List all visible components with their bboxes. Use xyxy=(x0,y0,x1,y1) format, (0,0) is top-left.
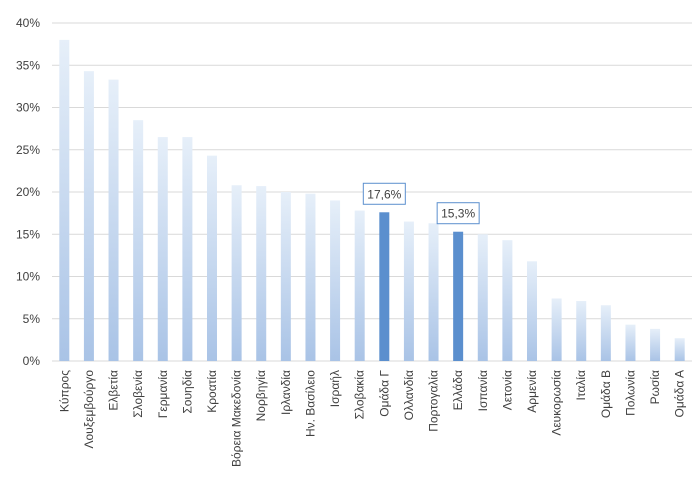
x-tick-label: Πολωνία xyxy=(623,370,637,416)
x-tick-label: Ολλανδία xyxy=(402,370,416,420)
x-tick-label: Λουξεμβούργο xyxy=(82,370,96,449)
bar xyxy=(600,305,611,361)
x-tick-label: Λετονία xyxy=(500,370,514,410)
x-tick-label: Ισραήλ xyxy=(328,370,342,407)
data-label-box xyxy=(436,202,480,225)
x-axis-ticks: Κύπρος Λουξεμβούργο Ελβετία Σλοβενία Γερμανί… xyxy=(57,370,686,467)
bar xyxy=(256,186,267,361)
x-tick-label: Ελλάδα xyxy=(451,370,465,410)
x-tick-label: Κροατία xyxy=(205,370,219,413)
bar xyxy=(625,324,636,361)
data-label-box xyxy=(362,182,406,205)
bar xyxy=(207,155,217,361)
x-tick-label: Ιρλανδία xyxy=(279,370,293,415)
y-tick-label: 35% xyxy=(16,58,40,72)
x-tick-label: Σλοβακία xyxy=(353,370,367,419)
bar xyxy=(157,137,168,361)
y-tick-label: 15% xyxy=(16,227,40,241)
bar xyxy=(354,210,365,361)
bar xyxy=(379,212,390,361)
bar xyxy=(551,298,562,361)
y-tick-label: 30% xyxy=(16,101,40,115)
x-tick-label: Ομάδα Γ xyxy=(377,370,391,417)
bar xyxy=(650,328,661,361)
bar xyxy=(305,193,316,361)
bar xyxy=(231,185,242,361)
bar xyxy=(502,240,513,361)
y-tick-label: 10% xyxy=(16,270,40,284)
bar xyxy=(133,120,144,361)
x-tick-label: Βόρεια Μακεδονία xyxy=(230,370,244,467)
bar xyxy=(182,137,193,361)
x-tick-label: Γερμανία xyxy=(156,370,170,418)
bar xyxy=(674,338,685,361)
x-tick-label: Ομάδα Β xyxy=(599,370,613,418)
x-tick-label: Σλοβενία xyxy=(131,370,145,418)
x-tick-label: Ιταλία xyxy=(574,370,588,401)
bar xyxy=(83,71,94,361)
x-tick-label: Ρωσία xyxy=(648,370,662,404)
x-tick-label: Νορβηγία xyxy=(254,370,268,421)
bars xyxy=(59,39,685,362)
x-tick-label: Ελβετία xyxy=(107,370,121,411)
x-tick-label: Ισπανία xyxy=(476,370,490,411)
bar xyxy=(108,79,119,362)
y-axis-ticks: 0% 5% 10% 15% 20% 25% 30% 35% 40% xyxy=(16,16,40,368)
y-tick-label: 0% xyxy=(23,354,41,368)
bar xyxy=(59,39,70,362)
y-tick-label: 40% xyxy=(16,16,40,30)
x-tick-label: Κύπρος xyxy=(57,370,71,412)
y-tick-label: 5% xyxy=(23,312,41,326)
data-label: 15,3% xyxy=(441,207,475,221)
x-tick-label: Σουηδία xyxy=(180,370,194,414)
bar xyxy=(330,200,341,361)
x-tick-label: Λευκορωσία xyxy=(550,370,564,436)
bar xyxy=(403,221,414,361)
y-tick-label: 20% xyxy=(16,185,40,199)
data-label: 17,6% xyxy=(367,187,401,201)
bar xyxy=(280,192,291,361)
y-tick-label: 25% xyxy=(16,143,40,157)
data-labels: 17,6% 15,3% xyxy=(362,182,480,225)
bar xyxy=(527,261,537,361)
bar xyxy=(428,223,439,361)
x-tick-label: Αρμενία xyxy=(525,370,539,413)
x-tick-label: Ην. Βασίλειο xyxy=(303,370,317,437)
bar xyxy=(453,231,464,361)
bar xyxy=(576,301,587,361)
x-tick-label: Ομάδα Α xyxy=(673,370,687,417)
x-tick-label: Πορτογαλία xyxy=(427,370,441,432)
bar xyxy=(477,234,488,361)
